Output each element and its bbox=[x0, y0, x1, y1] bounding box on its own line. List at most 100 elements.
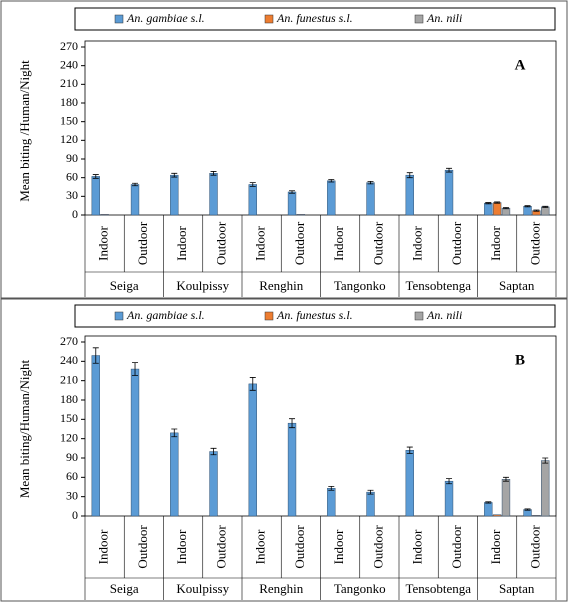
error-bar bbox=[502, 207, 509, 210]
x-tick-label: Outdoor bbox=[527, 221, 542, 265]
error-bar bbox=[171, 172, 178, 178]
y-tick-label: 60 bbox=[66, 169, 78, 183]
legend-label: An. funestus s.l. bbox=[276, 308, 353, 322]
y-tick-label: 30 bbox=[66, 488, 78, 502]
group-label: Seiga bbox=[110, 581, 139, 596]
x-tick-label: Indoor bbox=[253, 226, 268, 261]
group-label: Renghin bbox=[259, 581, 304, 596]
panel-frame bbox=[0, 0, 568, 299]
y-axis-label: Mean biting/Human/Night bbox=[17, 359, 32, 498]
group-label: Saptan bbox=[499, 581, 535, 596]
group-label: Tensobtenga bbox=[405, 581, 471, 596]
x-tick-label: Outdoor bbox=[213, 221, 228, 265]
error-bar bbox=[367, 181, 374, 185]
error-bar bbox=[485, 501, 492, 504]
y-tick-label: 60 bbox=[66, 469, 78, 483]
x-tick-label: Indoor bbox=[410, 529, 425, 564]
bar bbox=[523, 206, 532, 216]
error-bar bbox=[542, 205, 549, 208]
x-tick-label: Indoor bbox=[331, 226, 346, 261]
y-axis-label: Mean biting /Human/Night bbox=[17, 60, 32, 202]
bar bbox=[444, 169, 454, 216]
bar bbox=[287, 422, 297, 517]
bar bbox=[327, 180, 336, 216]
error-bar bbox=[446, 167, 453, 173]
error-bar bbox=[406, 172, 413, 179]
legend-swatch bbox=[264, 311, 274, 321]
group-label: Tangonko bbox=[334, 278, 386, 293]
group-label: Renghin bbox=[259, 278, 304, 293]
plot-frame bbox=[84, 40, 557, 216]
x-tick-label: Outdoor bbox=[449, 221, 464, 265]
bar bbox=[287, 191, 297, 216]
y-tick-label: 0 bbox=[72, 207, 78, 221]
bar bbox=[170, 174, 179, 216]
legend-label: An. gambiae s.l. bbox=[126, 308, 205, 322]
error-bar bbox=[502, 476, 509, 482]
group-label: Seiga bbox=[110, 278, 139, 293]
bar bbox=[405, 450, 414, 517]
bar bbox=[327, 488, 336, 517]
error-bar bbox=[92, 174, 99, 179]
y-tick-label: 30 bbox=[66, 188, 78, 202]
legend-box bbox=[74, 304, 556, 328]
x-tick-label: Outdoor bbox=[370, 221, 385, 265]
x-tick-label: Indoor bbox=[410, 226, 425, 261]
x-tick-label: Outdoor bbox=[135, 221, 150, 265]
error-bar bbox=[132, 362, 139, 376]
bar bbox=[444, 480, 454, 517]
bar bbox=[501, 207, 511, 216]
x-tick-label: Outdoor bbox=[292, 525, 307, 569]
error-bar bbox=[249, 377, 256, 391]
error-bar bbox=[210, 171, 217, 176]
y-tick-label: 90 bbox=[66, 450, 78, 464]
legend-swatch bbox=[114, 311, 124, 321]
x-tick-label: Indoor bbox=[488, 529, 503, 564]
x-tick-label: Indoor bbox=[96, 529, 111, 564]
error-bar bbox=[485, 202, 492, 205]
panel-letter: A bbox=[515, 57, 526, 73]
bar bbox=[209, 173, 218, 216]
group-label: Tensobtenga bbox=[405, 278, 471, 293]
bar bbox=[501, 479, 511, 517]
error-bar bbox=[524, 205, 531, 208]
y-tick-label: 150 bbox=[60, 411, 78, 425]
legend-label: An. nili bbox=[426, 11, 462, 25]
error-bar bbox=[171, 428, 178, 438]
legend-label: An. nili bbox=[426, 308, 462, 322]
x-tick-label: Indoor bbox=[331, 529, 346, 564]
y-tick-label: 270 bbox=[60, 39, 78, 53]
error-bar bbox=[494, 201, 501, 204]
error-bar bbox=[132, 182, 139, 187]
bar bbox=[296, 214, 306, 216]
bar bbox=[492, 202, 502, 216]
legend-swatch bbox=[414, 14, 424, 24]
bar bbox=[130, 184, 140, 216]
group-label: Koulpissy bbox=[176, 581, 229, 596]
y-tick-label: 180 bbox=[60, 392, 78, 406]
bar bbox=[541, 460, 550, 517]
y-tick-label: 180 bbox=[60, 95, 78, 109]
y-tick-label: 90 bbox=[66, 151, 78, 165]
error-bar bbox=[210, 447, 217, 456]
y-tick-label: 0 bbox=[72, 508, 78, 522]
error-bar bbox=[406, 446, 413, 454]
legend-box bbox=[74, 7, 556, 31]
error-bar bbox=[328, 179, 335, 183]
x-tick-label: Indoor bbox=[488, 226, 503, 261]
y-tick-label: 150 bbox=[60, 113, 78, 127]
error-bar bbox=[328, 485, 335, 491]
legend-label: An. funestus s.l. bbox=[276, 11, 353, 25]
bar bbox=[91, 176, 100, 216]
legend-swatch bbox=[114, 14, 124, 24]
x-tick-label: Indoor bbox=[96, 226, 111, 261]
y-tick-label: 240 bbox=[60, 353, 78, 367]
bar bbox=[484, 502, 493, 517]
bar bbox=[492, 514, 502, 517]
bar bbox=[541, 206, 550, 216]
error-bar bbox=[249, 182, 256, 187]
group-label: Tangonko bbox=[334, 581, 386, 596]
y-tick-label: 210 bbox=[60, 372, 78, 386]
x-tick-label: Outdoor bbox=[292, 221, 307, 265]
